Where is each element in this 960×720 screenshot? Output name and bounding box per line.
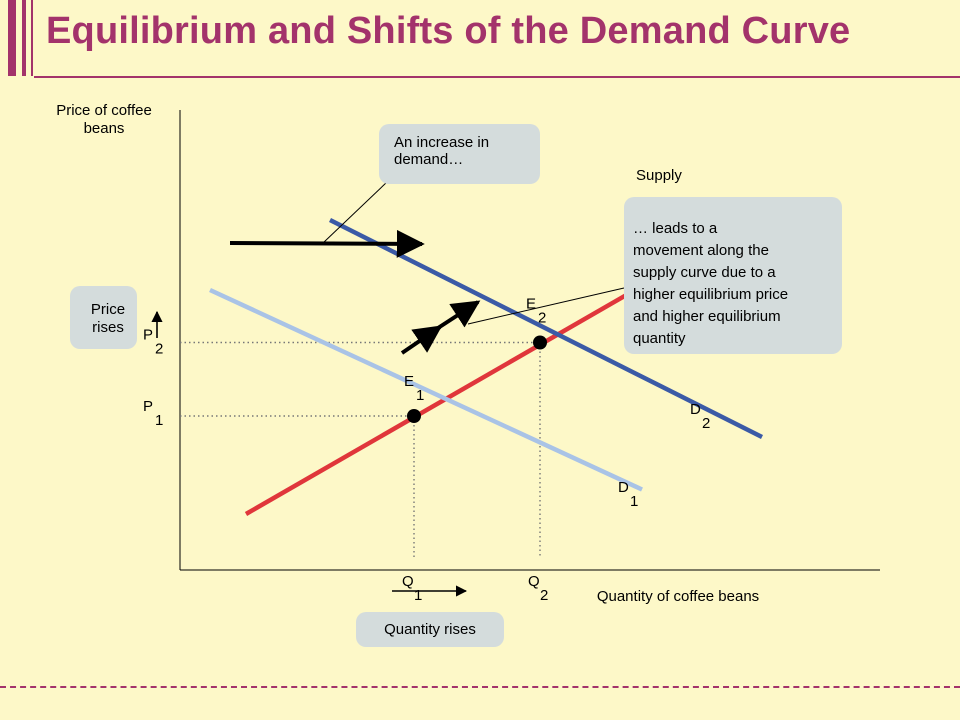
- title-stripe: [22, 0, 26, 76]
- d2-label-subscript: 2: [702, 415, 710, 432]
- movement-callout-line-4: higher equilibrium price: [633, 286, 788, 303]
- movement-arrow-2: [436, 300, 481, 330]
- q1-label-subscript: 1: [414, 587, 422, 604]
- supply-label: Supply: [636, 167, 682, 184]
- movement-callout-leader: [467, 287, 625, 325]
- movement-arrow-1: [400, 325, 443, 355]
- quantity-rises-callout-line-1: Quantity rises: [384, 621, 476, 638]
- q2-label-subscript: 2: [540, 587, 548, 604]
- page-title: Equilibrium and Shifts of the Demand Cur…: [46, 10, 851, 52]
- e1-label-subscript: 1: [416, 387, 424, 404]
- title-underline: [34, 76, 960, 78]
- movement-callout-line-3: supply curve due to a: [633, 264, 776, 281]
- title-stripe: [8, 0, 16, 76]
- d1-label-letter: D: [618, 479, 629, 496]
- e2-label-letter: E: [526, 296, 536, 313]
- movement-callout-line-2: movement along the: [633, 242, 769, 259]
- y-axis-title-line2: beans: [84, 120, 125, 137]
- price-rises-callout-line-1: Price: [91, 301, 125, 318]
- footer-dashed-rule: [0, 686, 960, 688]
- equilibrium-point-e2: [533, 335, 547, 350]
- movement-callout-line-5: and higher equilibrium: [633, 308, 781, 325]
- x-axis-title: Quantity of coffee beans: [597, 588, 759, 605]
- d2-label-letter: D: [690, 401, 701, 418]
- movement-callout-box: [624, 197, 842, 354]
- p1-label-subscript: 1: [155, 412, 163, 429]
- quantity-rises-callout-box: [356, 612, 504, 647]
- equilibrium-point-e1: [407, 409, 421, 423]
- title-stripe: [31, 0, 33, 76]
- demand-increase-callout-box: [379, 124, 540, 184]
- movement-callout-line-6: quantity: [633, 330, 686, 347]
- demand-increase-callout-line-2: demand…: [394, 151, 463, 168]
- demand-curve-d1: [209, 287, 643, 492]
- price-rises-callout-box: [70, 286, 137, 349]
- demand-callout-leader: [322, 181, 388, 244]
- p2-label-subscript: 2: [155, 341, 163, 358]
- p1-label-letter: P: [143, 398, 153, 415]
- demand-shift-arrow: [229, 229, 425, 258]
- price-rises-callout-line-2: rises: [92, 319, 124, 336]
- q2-label-letter: Q: [528, 573, 540, 590]
- title-bar: Equilibrium and Shifts of the Demand Cur…: [0, 0, 960, 78]
- e2-label-subscript: 2: [538, 310, 546, 327]
- d1-label-subscript: 1: [630, 493, 638, 510]
- e1-label-letter: E: [404, 373, 414, 390]
- demand-increase-callout-line-1: An increase in: [394, 134, 489, 151]
- movement-callout-line-1: … leads to a: [633, 220, 718, 237]
- q1-label-letter: Q: [402, 573, 414, 590]
- y-axis-title-line1: Price of coffee: [56, 102, 152, 119]
- p2-label-letter: P: [143, 327, 153, 344]
